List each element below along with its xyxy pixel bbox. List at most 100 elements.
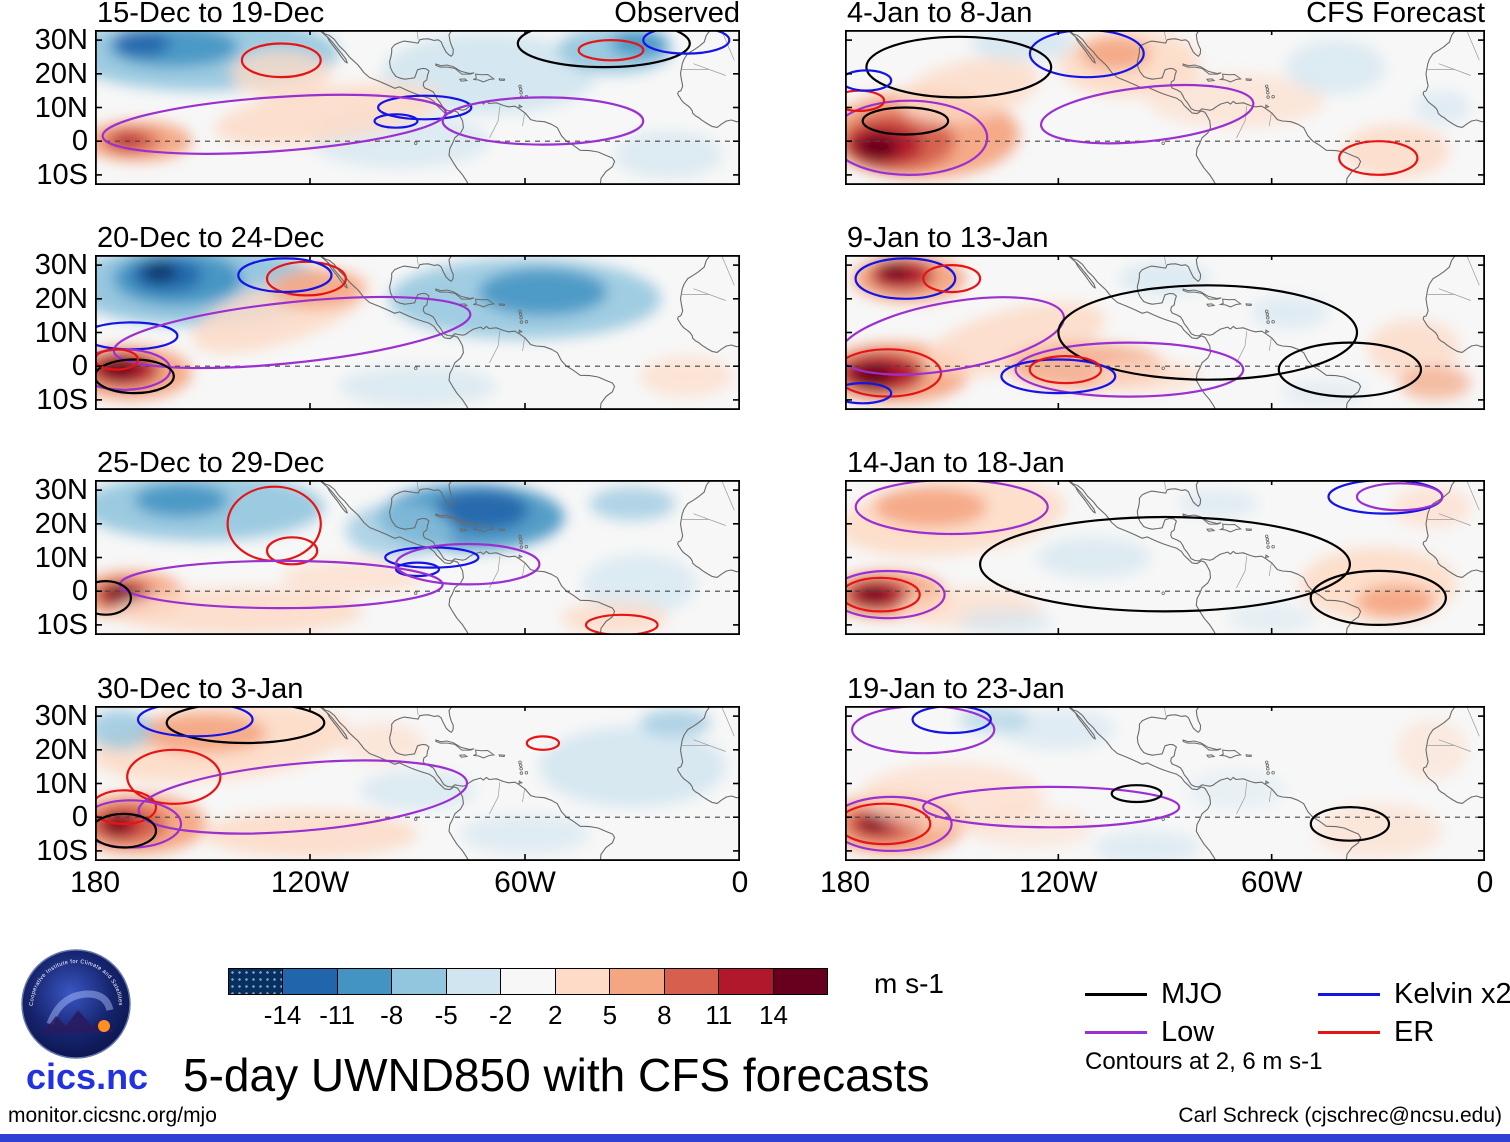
y-tick-label: 10S (36, 834, 88, 867)
colorbar-cell (663, 969, 719, 994)
colorbar-tick-label: -8 (380, 1000, 404, 1030)
map-panel: 9-Jan to 13-Jan (845, 222, 1485, 410)
footer-url: monitor.cicsnc.org/mjo (8, 1104, 217, 1127)
y-tick-label: 10S (36, 158, 88, 191)
y-tick-label: 0 (71, 801, 88, 834)
map-canvas (845, 30, 1485, 185)
colorbar-tick-label: -2 (489, 1000, 513, 1030)
y-tick-label: 30N (34, 474, 88, 507)
logo-sun-icon (98, 1020, 110, 1032)
colorbar-cell (718, 969, 773, 994)
logo-disk (21, 949, 131, 1059)
colorbar-tick-label: -11 (319, 1000, 355, 1030)
y-tick-label: 20N (34, 507, 88, 540)
map-panel: 30-Dec to 3-Jan (95, 673, 740, 861)
map-canvas (95, 255, 740, 410)
panel-title: 20-Dec to 24-Dec (97, 222, 325, 254)
y-tick-label: 30N (34, 700, 88, 733)
colorbar-cell (336, 969, 392, 994)
colorbar-tick-label: -14 (263, 1000, 302, 1030)
y-tick-label: 20N (34, 57, 88, 90)
panel-title: 14-Jan to 18-Jan (847, 447, 1065, 479)
colorbar-cell (554, 969, 610, 994)
x-tick-label: 180 (69, 866, 121, 899)
legend-label: ER (1394, 1016, 1435, 1048)
colorbar-tick-label: 14 (758, 1000, 788, 1030)
x-tick-label: 60W (1240, 866, 1303, 899)
colorbar-tick-label: 8 (657, 1000, 672, 1030)
colorbar-cell (282, 969, 337, 994)
panel-title: 9-Jan to 13-Jan (847, 222, 1049, 254)
logo-wordmark: cics.nc (26, 1056, 149, 1097)
y-tick-label: 10N (34, 541, 88, 574)
colorbar-tick-label: 5 (602, 1000, 618, 1030)
map-panel: 15-Dec to 19-Dec Observed (95, 0, 740, 185)
x-tick-label: 0 (1476, 866, 1494, 899)
x-tick-label: 120W (1019, 866, 1098, 899)
kelvin-line-swatch (1318, 993, 1380, 996)
figure-title: 5-day UWND850 with CFS forecasts (183, 1049, 930, 1101)
y-tick-label: 10S (36, 608, 88, 641)
contour-note: Contours at 2, 6 m s-1 (1085, 1048, 1323, 1075)
footer-credit: Carl Schreck (cjschrec@ncsu.edu) (1178, 1104, 1502, 1127)
legend-entry-low: Low (1085, 1016, 1214, 1049)
colorbar-cell (391, 969, 446, 994)
legend-label: Kelvin x2 (1394, 978, 1510, 1010)
panel-title: 25-Dec to 29-Dec (97, 447, 325, 479)
map-canvas (845, 255, 1485, 410)
y-tick-label: 30N (34, 24, 88, 57)
colorbar (228, 968, 828, 995)
map-panel: 19-Jan to 23-Jan (845, 673, 1485, 861)
legend-entry-kelvin: Kelvin x2 (1318, 978, 1510, 1011)
legend-entry-mjo: MJO (1085, 978, 1222, 1011)
colorbar-unit-label: m s-1 (874, 968, 944, 999)
panel-title: 19-Jan to 23-Jan (847, 673, 1065, 705)
cics-logo: Cooperative Institute for Climate and Sa… (21, 949, 131, 1059)
colorbar-cell (229, 969, 283, 994)
y-tick-label: 0 (71, 350, 88, 383)
colorbar-cell (445, 969, 501, 994)
colorbar-cell (609, 969, 664, 994)
colorbar-cell (500, 969, 555, 994)
map-panel: 4-Jan to 8-Jan CFS Forecast (845, 0, 1485, 185)
colorbar-cell (772, 969, 827, 994)
logo-mountains-icon (42, 1010, 114, 1034)
y-tick-label: 10N (34, 316, 88, 349)
er-line-swatch (1318, 1031, 1380, 1034)
low-line-swatch (1085, 1031, 1147, 1034)
map-panel: 20-Dec to 24-Dec (95, 222, 740, 410)
colorbar-tick-label: 11 (705, 1000, 733, 1030)
map-canvas (845, 480, 1485, 635)
mjo-line-swatch (1085, 993, 1147, 996)
x-tick-label: 180 (819, 866, 871, 899)
legend-label: MJO (1161, 978, 1223, 1010)
legend-label: Low (1161, 1016, 1215, 1048)
x-tick-label: 0 (731, 866, 749, 899)
y-tick-label: 0 (71, 575, 88, 608)
map-panel: 14-Jan to 18-Jan (845, 447, 1485, 635)
x-tick-label: 60W (494, 866, 556, 899)
logo-swirl-icon (46, 990, 114, 1026)
panel-title: 4-Jan to 8-Jan (847, 0, 1033, 29)
map-panel: 25-Dec to 29-Dec (95, 447, 740, 635)
y-tick-label: 10S (36, 383, 88, 416)
map-canvas (95, 706, 740, 861)
y-tick-label: 10N (34, 767, 88, 800)
panel-corner-label: CFS Forecast (1306, 0, 1485, 29)
y-tick-label: 20N (34, 733, 88, 766)
y-tick-label: 20N (34, 282, 88, 315)
colorbar-tick-label: -5 (434, 1000, 458, 1030)
x-tick-label: 120W (270, 866, 350, 899)
panel-title: 30-Dec to 3-Jan (97, 673, 304, 705)
y-tick-label: 30N (34, 249, 88, 282)
panel-title: 15-Dec to 19-Dec (97, 0, 325, 29)
map-canvas (95, 480, 740, 635)
y-tick-label: 0 (71, 125, 88, 158)
colorbar-tick-label: 2 (548, 1000, 563, 1030)
map-canvas (845, 706, 1485, 861)
bottom-accent-bar (0, 1134, 1510, 1142)
legend-entry-er: ER (1318, 1016, 1434, 1049)
map-canvas (95, 30, 740, 185)
panel-corner-label: Observed (614, 0, 740, 29)
